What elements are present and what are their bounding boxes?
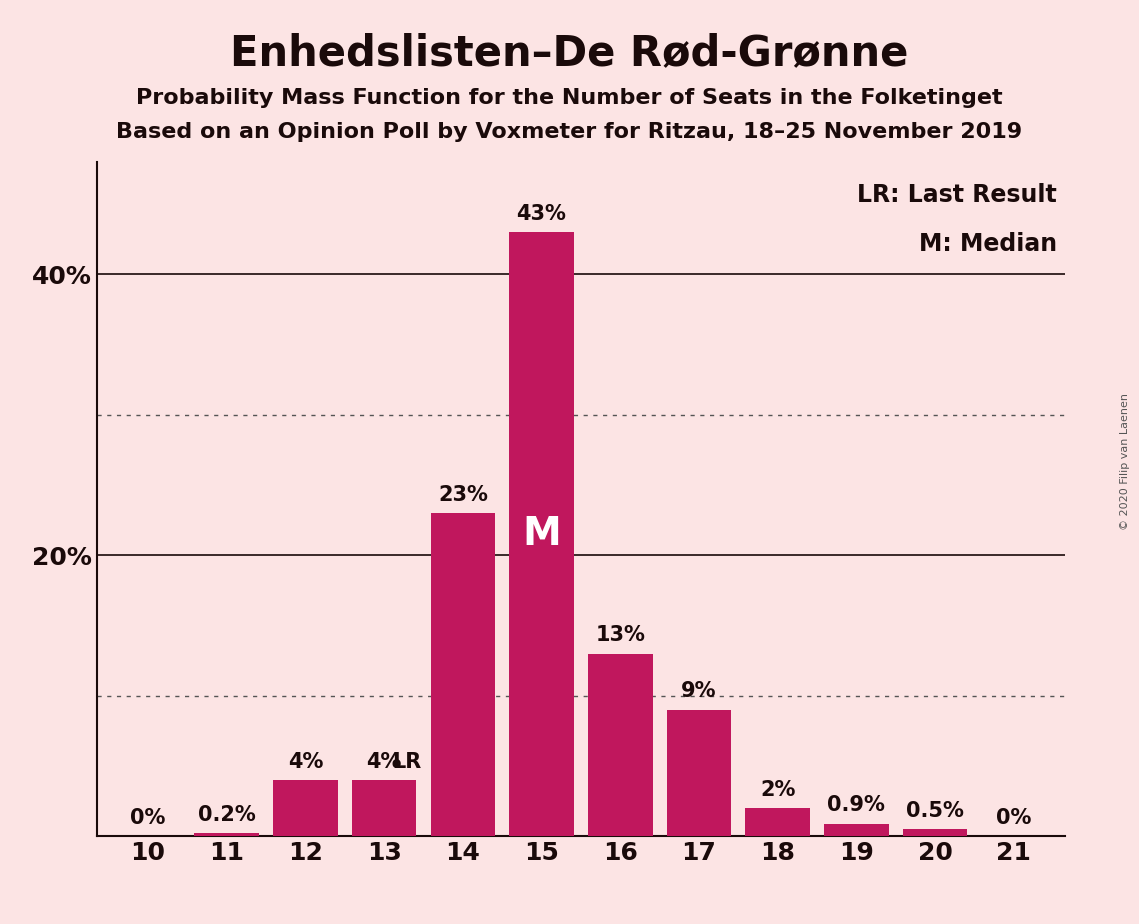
Text: 0.5%: 0.5% bbox=[907, 801, 964, 821]
Bar bbox=[903, 829, 967, 836]
Bar bbox=[509, 232, 574, 836]
Text: 4%: 4% bbox=[288, 751, 323, 772]
Text: 0%: 0% bbox=[997, 808, 1032, 828]
Bar bbox=[825, 823, 888, 836]
Text: 43%: 43% bbox=[517, 203, 566, 224]
Bar bbox=[195, 833, 259, 836]
Text: Based on an Opinion Poll by Voxmeter for Ritzau, 18–25 November 2019: Based on an Opinion Poll by Voxmeter for… bbox=[116, 122, 1023, 142]
Text: 0.2%: 0.2% bbox=[198, 805, 255, 825]
Bar bbox=[273, 780, 337, 836]
Text: 9%: 9% bbox=[681, 681, 716, 701]
Text: M: Median: M: Median bbox=[919, 232, 1057, 256]
Text: M: M bbox=[522, 515, 560, 553]
Text: 0%: 0% bbox=[130, 808, 165, 828]
Bar bbox=[352, 780, 417, 836]
Text: Enhedslisten–De Rød-Grønne: Enhedslisten–De Rød-Grønne bbox=[230, 32, 909, 74]
Text: 2%: 2% bbox=[760, 780, 795, 799]
Text: LR: Last Result: LR: Last Result bbox=[858, 183, 1057, 207]
Bar bbox=[431, 513, 495, 836]
Text: 4%: 4% bbox=[367, 751, 402, 772]
Bar bbox=[588, 653, 653, 836]
Text: LR: LR bbox=[392, 751, 421, 772]
Text: 0.9%: 0.9% bbox=[827, 796, 885, 815]
Bar bbox=[745, 808, 810, 836]
Text: Probability Mass Function for the Number of Seats in the Folketinget: Probability Mass Function for the Number… bbox=[137, 88, 1002, 108]
Text: © 2020 Filip van Laenen: © 2020 Filip van Laenen bbox=[1121, 394, 1130, 530]
Bar bbox=[666, 710, 731, 836]
Text: 13%: 13% bbox=[596, 626, 645, 645]
Text: 23%: 23% bbox=[437, 484, 487, 505]
